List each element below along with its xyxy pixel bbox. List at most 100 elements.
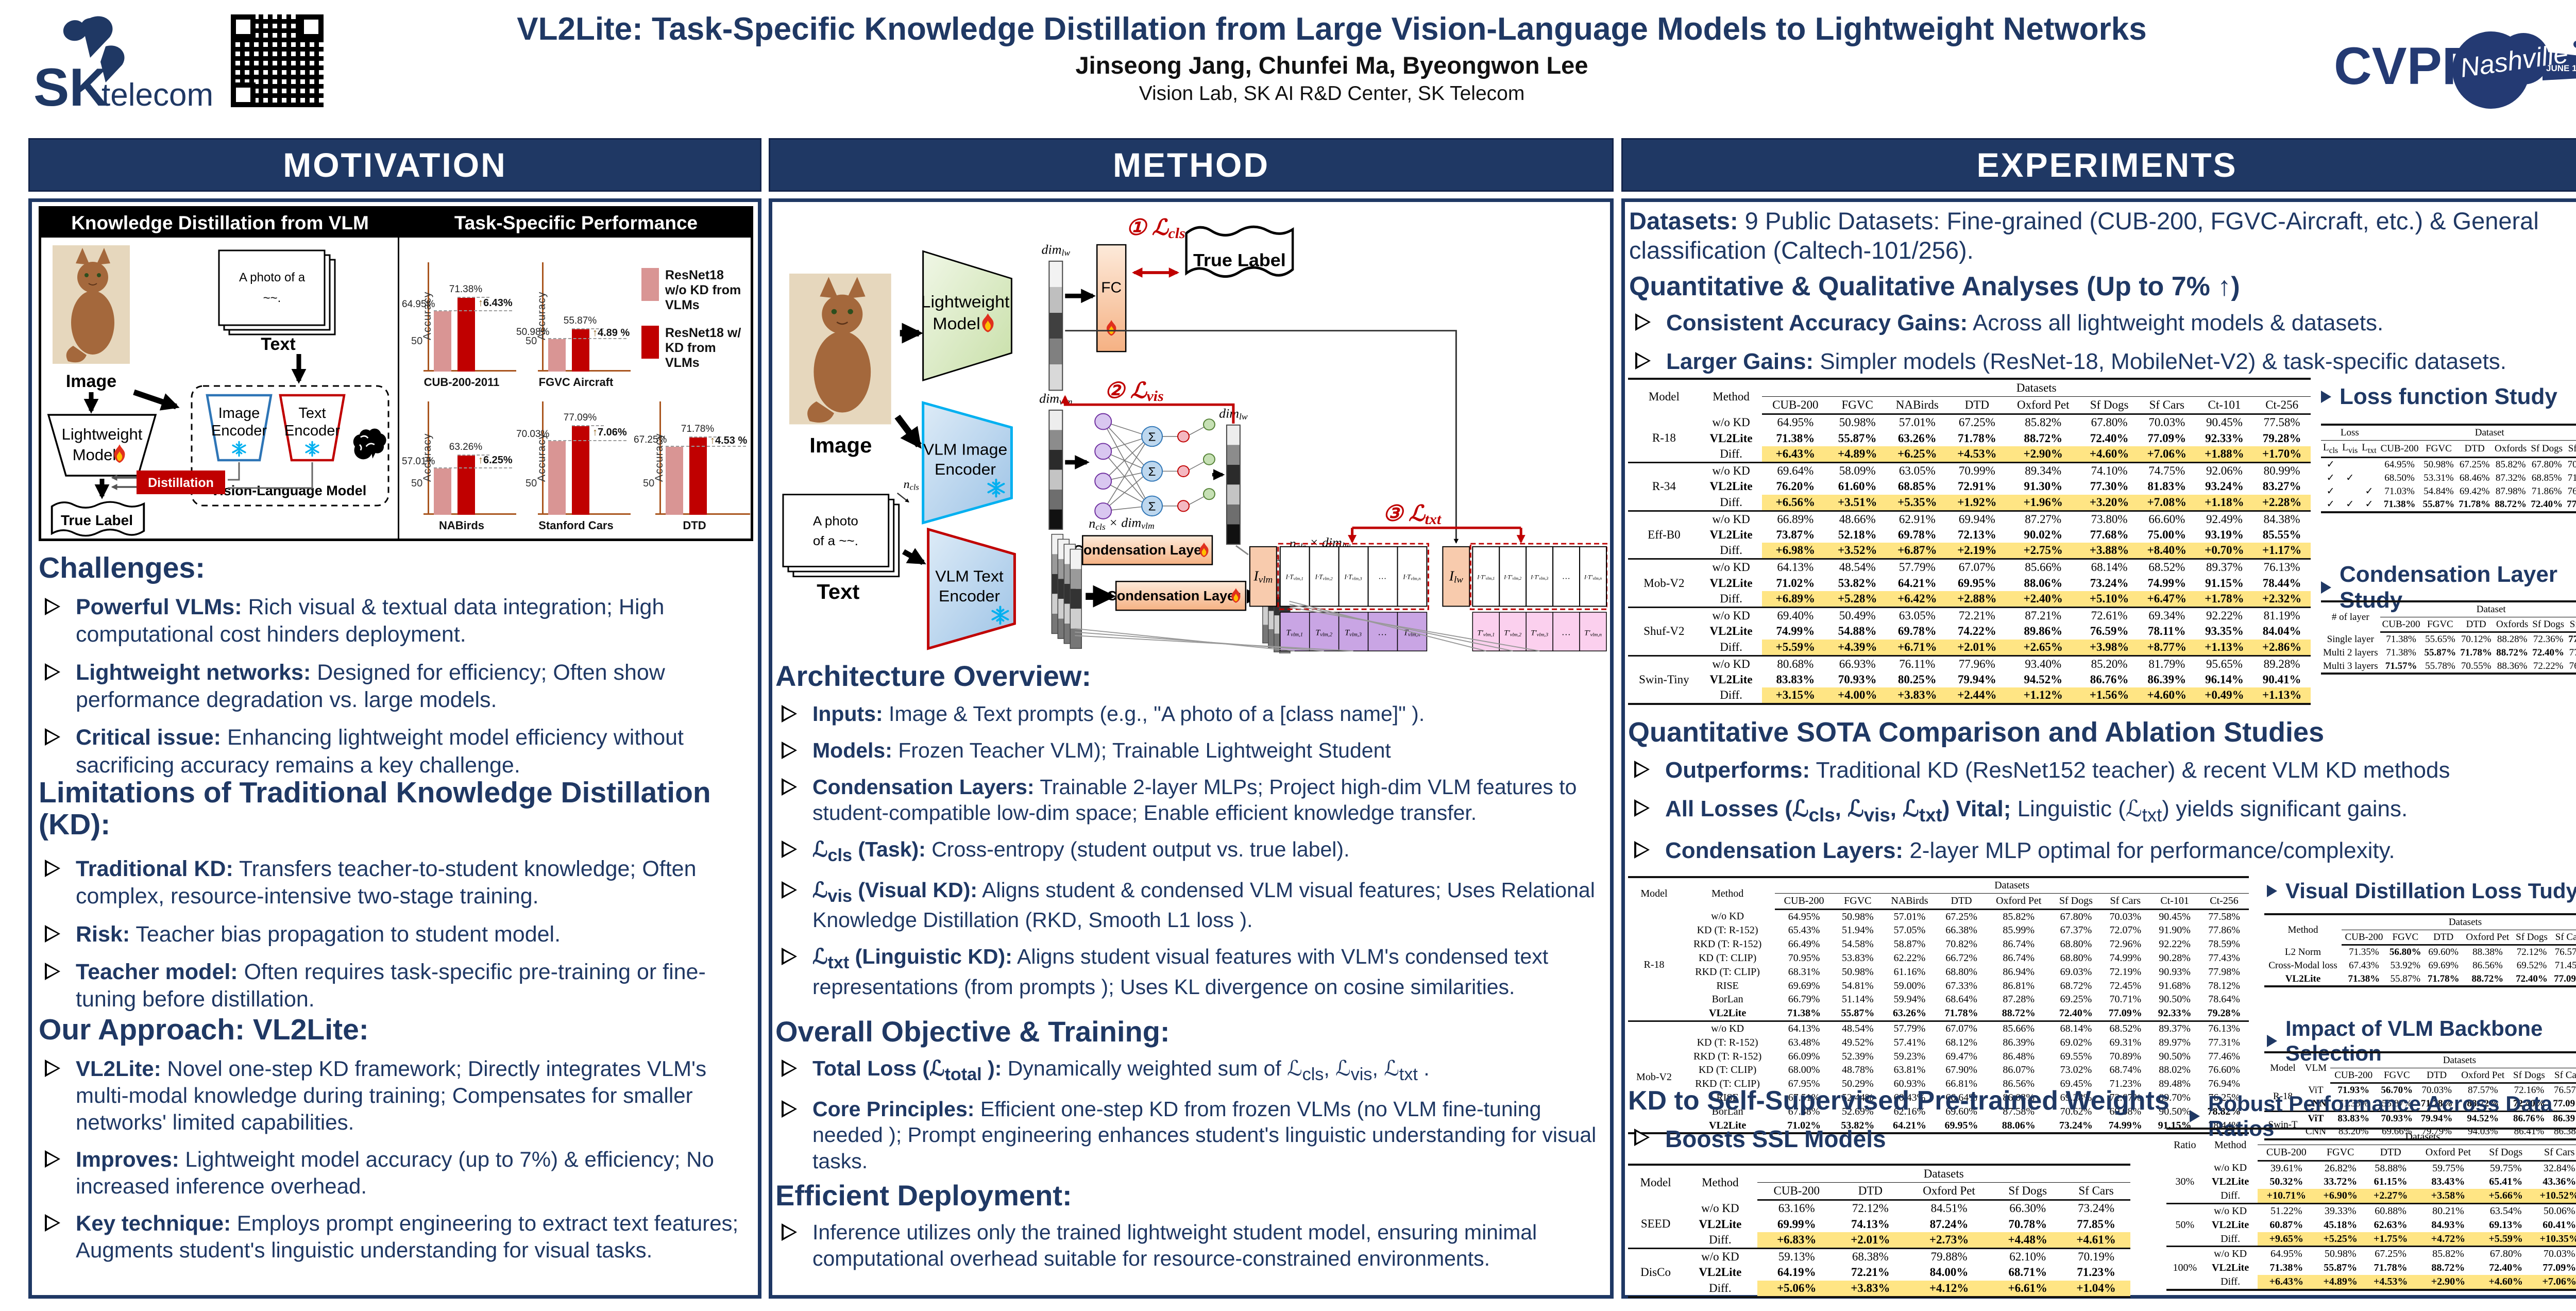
sota-results-label-cell: w/o KD: [1680, 1020, 1775, 1036]
main-results-value-cell: +1.17%: [2253, 543, 2311, 559]
sota-results-value-cell: 69.95%: [1944, 1119, 1978, 1131]
sim-cell: I·T'vlm,n: [1584, 574, 1602, 581]
main-results-value-cell: 85.66%: [2006, 558, 2081, 576]
lw-similarity-row: I·T'vlm,1 I·T'vlm,2 I·T'vlm,3 … I·T'vlm,…: [1472, 546, 1607, 607]
bar-without-kd: [434, 311, 451, 372]
main-results-row: VL2Lite 71.38% 55.87% 63.26% 71.78% 88.72% 72.…: [1628, 431, 2311, 446]
level-line-with: [689, 436, 721, 438]
ssl-results-label-cell: VL2Lite: [1699, 1217, 1742, 1231]
sota-results-label-cell: RKD (T: CLIP): [1695, 966, 1760, 978]
backbone-study-value-cell: 71.93%: [2337, 1085, 2370, 1096]
ratio-results-label-cell: Diff.: [2221, 1233, 2241, 1245]
up-arrow-icon: ↑: [710, 435, 715, 447]
ssl-results-label-cell: w/o KD: [1683, 1248, 1757, 1265]
sota-results-value-cell: 78.59%: [2208, 938, 2240, 950]
experiments-header: EXPERIMENTS: [1621, 138, 2576, 192]
main-results-value-cell: +2.65%: [2006, 639, 2081, 656]
vdl-study-value-cell: 69.52%: [2516, 960, 2547, 971]
level-line-without: [548, 338, 626, 340]
sota-results-value-cell: 62.16%: [1893, 1105, 1926, 1117]
challenges-list-item-1: Lightweight networks: Designed for effic…: [44, 659, 750, 714]
ssl-results-value-cell: 63.16%: [1778, 1202, 1815, 1215]
sota-results-value-cell: 55.87%: [1841, 1007, 1875, 1019]
sota-results-value-cell: 92.22%: [2159, 938, 2191, 950]
main-results-value-cell: 87.21%: [2006, 607, 2081, 624]
sota-results-value-cell: 54.81%: [1842, 980, 1874, 991]
main-results-value-cell: 78.11%: [2148, 625, 2186, 638]
main-results-value-cell: +4.60%: [2138, 687, 2196, 704]
main-results-label-cell: VL2Lite: [1709, 480, 1753, 493]
architecture-overview-heading: Architecture Overview:: [775, 660, 1092, 692]
sota-results-value-cell: 89.37%: [2150, 1020, 2200, 1036]
bar-with-kd: [689, 437, 707, 515]
ratio-results-header: Sf Dogs: [2481, 1145, 2531, 1162]
sota-results-value-cell: 59.94%: [1893, 994, 1926, 1005]
sota-results-value-cell: 77.09%: [2108, 1007, 2142, 1019]
qr-finder-tr: [299, 14, 324, 39]
level-line-without: [666, 446, 746, 447]
y-axis: [542, 262, 544, 372]
image-encoder-line2: Encoder: [211, 423, 267, 439]
main-results-row: Shuf-V2 w/o KD 69.40% 50.49% 63.05% 72.21% 87.…: [1628, 607, 2311, 656]
main-results-value-cell: 96.14%: [2205, 673, 2244, 686]
main-results-value-cell: +1.13%: [2253, 687, 2311, 704]
sota-results-value-cell: 86.81%: [2003, 980, 2035, 991]
main-results-label-cell: Diff.: [1720, 495, 1742, 509]
sota-results-value-cell: 78.82%: [2207, 1105, 2241, 1117]
sota-results-label-cell: RISE: [1716, 980, 1739, 991]
sota-results-value-cell: 90.50%: [2159, 994, 2191, 1005]
sota-results-value-cell: 86.74%: [2003, 938, 2035, 950]
main-results-value-cell: 58.09%: [1828, 462, 1886, 479]
sota-results-label-cell: KD (T: CLIP): [1698, 952, 1757, 964]
qr-finder-bl: [231, 82, 256, 107]
main-results-label-cell: Diff.: [1720, 640, 1742, 653]
cond-study-row: Multi 3 layers 71.57% 55.78% 70.55% 88.36% 72…: [2321, 660, 2576, 674]
vdl-study-header: CUB-200: [2342, 930, 2386, 946]
dataset-label: DTD: [683, 519, 706, 532]
main-results-value-cell: 79.28%: [2262, 431, 2301, 445]
legend-entry-with-kd: ResNet18 w/ KD from VLMs: [641, 326, 753, 370]
ssl-results-value-cell: 62.10%: [1993, 1248, 2062, 1265]
ratio-results-header: FGVC: [2315, 1145, 2366, 1162]
loss-study-value-cell: 67.25%: [2459, 459, 2490, 470]
vdl-study-header: DTD: [2424, 930, 2463, 946]
deployment-list: Inference utilizes only the trained ligh…: [781, 1219, 1600, 1282]
qr-code: [231, 14, 324, 107]
main-results-value-cell: 50.98%: [1839, 416, 1876, 429]
ssl-results-value-cell: +1.04%: [2062, 1280, 2130, 1297]
backbone-study-row: Swin-T ViT 83.83% 70.93% 79.94% 94.52% 86.76% 8…: [2264, 1110, 2576, 1139]
sota-results-value-cell: 89.48%: [2159, 1078, 2191, 1090]
challenges-list-item-0: Powerful VLMs: Rich visual & textual dat…: [44, 594, 750, 649]
backbone-study-value-cell: 77.09%: [2553, 1098, 2576, 1109]
main-results-value-cell: 53.82%: [1838, 576, 1877, 590]
backbone-study-header: Model: [2270, 1063, 2296, 1074]
cond-study-label-cell: Single layer: [2327, 633, 2374, 645]
ratio-results-value-cell: +4.89%: [2315, 1274, 2366, 1290]
main-results-value-cell: +6.56%: [1762, 494, 1829, 511]
main-results-value-cell: 83.27%: [2262, 480, 2301, 493]
main-results-value-cell: +3.52%: [1828, 543, 1886, 559]
y-tick-label: 50: [643, 477, 655, 489]
loss-study-label-cell: ✓: [2326, 459, 2335, 470]
sota-results-value-cell: 85.99%: [2003, 925, 2035, 936]
ssl-results-label-cell: Diff.: [1709, 1281, 1732, 1295]
bar-without-kd: [666, 447, 683, 515]
cond-study-label-cell: Multi 3 layers: [2323, 660, 2378, 671]
ratio-results-value-cell: 88.72%: [2431, 1262, 2465, 1274]
main-results-value-cell: 69.94%: [1948, 510, 2006, 527]
cvpr-logo: CVPR Nashville JUNE 11-15, 2025: [2334, 9, 2576, 123]
backbone-study-header: Sf Dogs: [2509, 1068, 2549, 1084]
sota-results-label-cell: KD (T: R-152): [1697, 925, 1758, 936]
main-results-value-cell: +4.39%: [1828, 639, 1886, 656]
architecture-overview-list-item-4: ℒvis (Visual KD): Aligns student & conde…: [781, 877, 1600, 933]
tp-cell: …: [1562, 627, 1570, 637]
tp-cell: T'vlm,n: [1584, 629, 1602, 638]
ratio-results-row: VL2Lite 50.32% 33.72% 61.15% 83.43% 65.41% 43.…: [2166, 1175, 2576, 1189]
sota-results-value-cell: 90.93%: [2159, 966, 2191, 978]
ratio-results-value-cell: 43.36%: [2543, 1176, 2576, 1188]
sota-results-row: KD (T: CLIP) 70.95% 53.83% 62.22% 66.72% 86.7…: [1628, 951, 2249, 965]
main-results-value-cell: +8.77%: [2138, 639, 2196, 656]
student-line2: Model: [933, 314, 980, 333]
loss-study-value-cell: 68.50%: [2384, 473, 2415, 484]
sim-cell: I·Tvlm,n: [1402, 574, 1420, 581]
